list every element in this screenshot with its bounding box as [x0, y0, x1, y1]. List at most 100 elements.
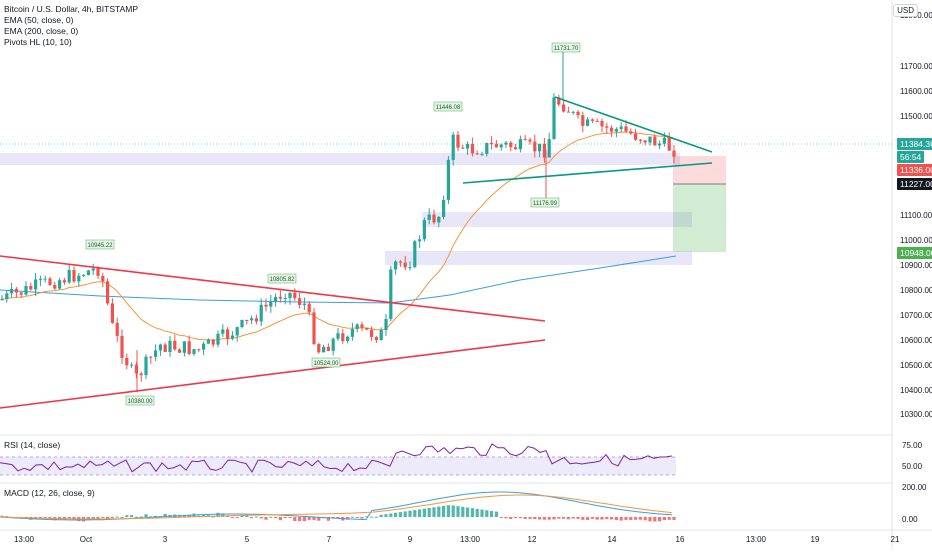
candle-body [619, 126, 623, 129]
time-tick-label: Oct [80, 535, 93, 544]
candle-body [384, 319, 388, 331]
candle-body [101, 275, 105, 282]
macd-bar [115, 516, 119, 518]
macd-bar [312, 517, 316, 521]
candle-body [413, 241, 417, 268]
time-tick-label: 13:00 [460, 535, 481, 544]
pivot-label: 10380.00 [125, 395, 155, 406]
macd-bar [504, 517, 508, 519]
candle-body [178, 349, 182, 353]
triangle-upper-trendline[interactable] [554, 96, 713, 153]
triangle-lower-trendline[interactable] [462, 162, 713, 184]
candle-body [662, 137, 666, 144]
macd-bar [523, 517, 527, 519]
candle-body [86, 270, 90, 276]
currency-badge[interactable]: USD [893, 4, 918, 17]
candle-body [653, 136, 657, 146]
price-tick-label: 11100.00 [900, 211, 932, 220]
take-profit-zone[interactable] [673, 184, 726, 252]
macd-bar [653, 517, 657, 522]
stop-loss-zone[interactable] [673, 156, 726, 184]
macd-bar [394, 512, 398, 517]
time-axis[interactable]: 13:00 Oct 3 5 7 9 13:00 12 14 16 13:00 19 21 [14, 535, 900, 544]
macd-bar [230, 517, 234, 518]
price-tick-label: 10900.00 [900, 261, 932, 270]
candle-body [221, 329, 225, 334]
candle-body [34, 279, 38, 290]
price-tick-label: 10600.00 [900, 336, 932, 345]
candle-body [514, 147, 518, 150]
candle-body [67, 270, 71, 283]
macd-bar [235, 517, 239, 518]
symbol-title[interactable]: Bitcoin / U.S. Dollar, 4h, BITSTAMP [4, 4, 138, 14]
candle-body [96, 268, 100, 276]
candlestick-series [0, 52, 676, 392]
macd-bar [389, 513, 393, 517]
candle-body [120, 335, 124, 358]
candle-body [629, 131, 633, 134]
macd-bar [667, 517, 671, 520]
candle-body [475, 153, 479, 155]
candle-body [19, 292, 23, 295]
price-axis[interactable]: 11700.00 11600.00 11500.00 11100.00 11000.00… [900, 11, 932, 419]
macd-bar [514, 517, 518, 518]
ema-200-legend[interactable]: EMA (200, close, 0) [4, 26, 79, 36]
current-price-tag: 11384.36 [897, 138, 932, 150]
candle-body [542, 143, 546, 158]
candle-body [307, 303, 311, 313]
wedge-upper-trendline[interactable] [0, 255, 546, 322]
candle-body [365, 327, 369, 330]
macd-bar [638, 517, 642, 520]
macd-legend[interactable]: MACD (12, 26, close, 9) [4, 488, 95, 498]
candle-body [605, 126, 609, 128]
rsi-legend[interactable]: RSI (14, close) [4, 440, 61, 450]
macd-bar [590, 517, 594, 519]
support-zone-upper [0, 153, 680, 165]
candle-body [72, 270, 76, 282]
candle-body [518, 139, 522, 150]
candle-body [317, 344, 321, 353]
macd-bar [422, 508, 426, 517]
candle-body [581, 115, 585, 126]
macd-bar [475, 508, 479, 517]
macd-bar [283, 517, 287, 518]
macd-bar [418, 509, 422, 517]
candle-body [504, 142, 508, 145]
macd-bar [326, 517, 330, 521]
indicator-tick-label: 0.00 [902, 515, 918, 524]
candle-body [547, 139, 551, 158]
wedge-lower-trendline[interactable] [0, 339, 546, 409]
candle-body [130, 364, 134, 366]
time-tick-label: 16 [676, 535, 685, 544]
ema-50-legend[interactable]: EMA (50, close, 0) [4, 15, 74, 25]
macd-bar [518, 517, 522, 519]
macd-bar [336, 517, 340, 519]
macd-bar [221, 513, 225, 517]
time-tick-label: 7 [327, 535, 332, 544]
macd-bar [456, 506, 460, 517]
pivots-legend[interactable]: Pivots HL (10, 10) [4, 37, 72, 47]
macd-bar [154, 515, 158, 517]
macd-bar [451, 505, 455, 517]
macd-bar [216, 512, 220, 517]
macd-bar [293, 517, 297, 522]
macd-bar [581, 517, 585, 520]
price-tick-label: 10700.00 [900, 311, 932, 320]
candle-body [576, 111, 580, 116]
candle-body [326, 346, 330, 351]
macd-bar [533, 517, 537, 520]
candle-body [331, 338, 335, 351]
ema-50-line [1, 131, 675, 341]
macd-bar [595, 517, 599, 520]
candle-body [427, 214, 431, 220]
candle-body [154, 350, 158, 357]
candle-body [115, 322, 119, 336]
candle-body [648, 136, 652, 143]
candle-body [312, 312, 316, 345]
candle-body [586, 119, 590, 126]
indicator-tick-label: 200.00 [902, 483, 927, 492]
candle-body [614, 128, 618, 132]
macd-bar [211, 516, 215, 518]
